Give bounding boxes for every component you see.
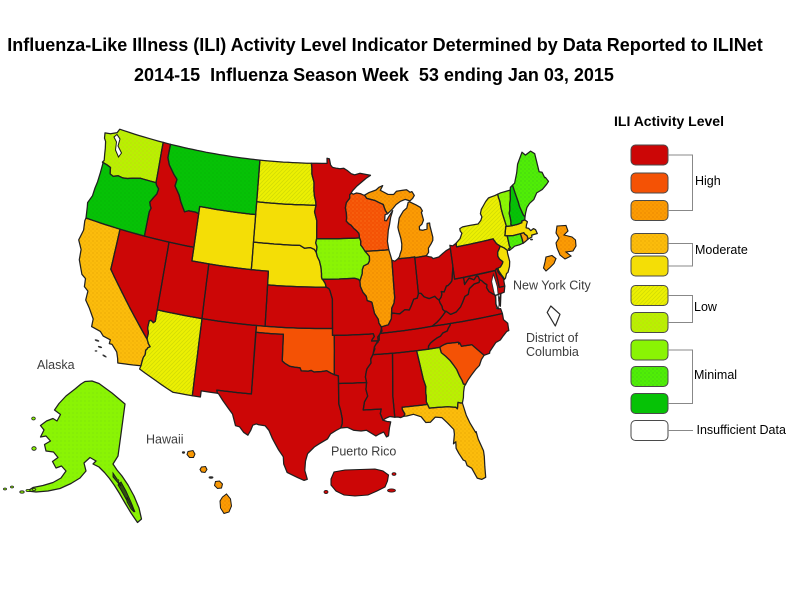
svg-text:Minimal: Minimal [694, 368, 737, 382]
svg-text:High: High [695, 174, 721, 188]
svg-text:Hawaii: Hawaii [146, 433, 184, 447]
svg-text:Puerto Rico: Puerto Rico [331, 445, 396, 459]
svg-text:Insufficient Data: Insufficient Data [697, 423, 786, 437]
svg-text:District of: District of [526, 331, 579, 345]
svg-text:Columbia: Columbia [526, 345, 579, 359]
svg-text:ILI Activity Level: ILI Activity Level [614, 113, 724, 129]
svg-text:Moderate: Moderate [695, 243, 748, 257]
svg-text:Low: Low [694, 300, 718, 314]
svg-text:New York City: New York City [513, 279, 592, 293]
svg-text:Alaska: Alaska [37, 358, 75, 372]
